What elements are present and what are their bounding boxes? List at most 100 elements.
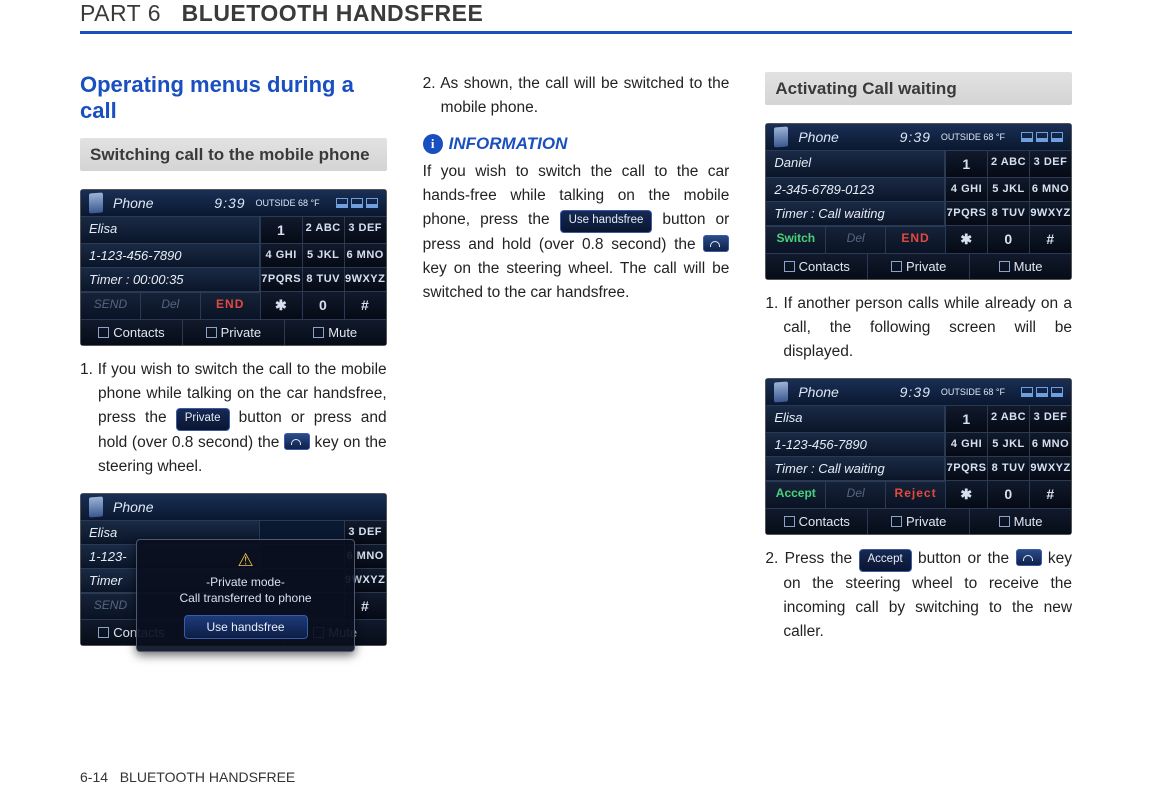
mute-button[interactable]: Mute: [969, 254, 1071, 279]
key-star[interactable]: ✱: [945, 481, 987, 508]
clock: 9:39: [900, 384, 931, 400]
key-2[interactable]: 2 ABC: [302, 217, 344, 243]
status-bar: Phone: [81, 494, 386, 520]
signal-icons: [1021, 387, 1063, 397]
key-7[interactable]: 7PQRS: [945, 202, 987, 225]
phone-icon: [774, 382, 788, 403]
key-0[interactable]: 0: [987, 226, 1029, 253]
switch-button[interactable]: Switch: [766, 227, 825, 253]
del-button[interactable]: Del: [825, 227, 885, 253]
signal-icons: [336, 198, 378, 208]
key-7[interactable]: 7PQRS: [260, 268, 302, 291]
key-1[interactable]: 1: [945, 406, 987, 432]
key-8[interactable]: 8 TUV: [987, 202, 1029, 225]
key-5[interactable]: 5 JKL: [987, 178, 1029, 201]
accept-button[interactable]: Accept: [766, 482, 825, 508]
key-5[interactable]: 5 JKL: [302, 244, 344, 267]
key-6[interactable]: 6 MNO: [1029, 178, 1071, 201]
phone-icon: [89, 193, 103, 214]
contacts-button[interactable]: Contacts: [766, 509, 867, 534]
columns: Operating menus during a call Switching …: [80, 72, 1072, 658]
caller-name: Daniel: [766, 151, 945, 177]
part-label: PART 6: [80, 0, 161, 26]
key-hash[interactable]: #: [1029, 481, 1071, 508]
send-button[interactable]: SEND: [81, 594, 140, 619]
key-3[interactable]: 3 DEF: [344, 217, 386, 243]
clock: 9:39: [214, 195, 245, 211]
key-4[interactable]: 4 GHI: [260, 244, 302, 267]
page-header: PART 6 BLUETOOTH HANDSFREE: [80, 0, 1072, 34]
footer-label: BLUETOOTH HANDSFREE: [120, 769, 296, 785]
mute-button[interactable]: Mute: [284, 320, 386, 345]
key-hash[interactable]: #: [344, 292, 386, 319]
column-1: Operating menus during a call Switching …: [80, 72, 387, 658]
information-text: If you wish to switch the call to the ca…: [423, 160, 730, 305]
section-title: Operating menus during a call: [80, 72, 387, 124]
end-button[interactable]: END: [885, 227, 945, 253]
page-footer: 6-14 BLUETOOTH HANDSFREE: [80, 769, 295, 785]
key-8[interactable]: 8 TUV: [302, 268, 344, 291]
private-button[interactable]: Private: [182, 320, 284, 345]
key-2[interactable]: 2 ABC: [987, 151, 1029, 177]
mute-icon: [999, 516, 1010, 527]
del-button[interactable]: Del: [825, 482, 885, 508]
del-button[interactable]: Del: [140, 293, 200, 319]
key-0[interactable]: 0: [987, 481, 1029, 508]
key-1[interactable]: 1: [945, 151, 987, 177]
use-handsfree-inline-button: Use handsfree: [560, 210, 653, 233]
contacts-icon: [784, 261, 795, 272]
key-5[interactable]: 5 JKL: [987, 433, 1029, 456]
key-8[interactable]: 8 TUV: [987, 457, 1029, 480]
use-handsfree-button[interactable]: Use handsfree: [184, 615, 308, 639]
column-3: Activating Call waiting Phone9:39OUTSIDE…: [765, 72, 1072, 658]
private-button[interactable]: Private: [867, 509, 969, 534]
call-key-icon: [1016, 549, 1042, 566]
mute-button[interactable]: Mute: [969, 509, 1071, 534]
phone-screenshot-2: Phone Elisa3 DEF 1-123-6 MNO Timer9WXYZ …: [80, 493, 387, 646]
clock: 9:39: [900, 129, 931, 145]
sub-heading: Activating Call waiting: [765, 72, 1072, 105]
key-4[interactable]: 4 GHI: [945, 178, 987, 201]
app-title: Phone: [798, 384, 838, 400]
key-star[interactable]: ✱: [260, 292, 302, 319]
status-bar: Phone 9:39 OUTSIDE 68 °F: [81, 190, 386, 216]
caller-name: Elisa: [766, 406, 945, 432]
phone-icon: [89, 497, 103, 518]
key-9[interactable]: 9WXYZ: [344, 268, 386, 291]
key-1[interactable]: 1: [260, 217, 302, 243]
step-2-text: 2. Press the Accept button or the key on…: [765, 547, 1072, 644]
key-6[interactable]: 6 MNO: [1029, 433, 1071, 456]
info-icon: i: [423, 134, 443, 154]
mute-icon: [313, 327, 324, 338]
call-timer: Timer : Call waiting: [766, 457, 945, 480]
key-4[interactable]: 4 GHI: [945, 433, 987, 456]
key-star[interactable]: ✱: [945, 226, 987, 253]
key-3[interactable]: 3 DEF: [1029, 151, 1071, 177]
send-button[interactable]: SEND: [81, 293, 140, 319]
header-rule: [80, 31, 1072, 34]
key-7[interactable]: 7PQRS: [945, 457, 987, 480]
private-button[interactable]: Private: [867, 254, 969, 279]
phone-screenshot-4: Phone9:39OUTSIDE 68 °F Elisa12 ABC3 DEF …: [765, 378, 1072, 535]
overlay-text: -Private mode-Call transferred to phone: [149, 575, 342, 606]
end-button[interactable]: END: [200, 293, 260, 319]
private-inline-button: Private: [176, 408, 230, 431]
key-hash[interactable]: #: [1029, 226, 1071, 253]
key-9[interactable]: 9WXYZ: [1029, 457, 1071, 480]
accept-inline-button: Accept: [859, 549, 912, 572]
key-6[interactable]: 6 MNO: [344, 244, 386, 267]
reject-button[interactable]: Reject: [885, 482, 945, 508]
phone-screenshot-1: Phone 9:39 OUTSIDE 68 °F Elisa12 ABC3 DE…: [80, 189, 387, 346]
contacts-button[interactable]: Contacts: [766, 254, 867, 279]
app-title: Phone: [113, 195, 153, 211]
page-number: 6-14: [80, 769, 108, 785]
mute-icon: [999, 261, 1010, 272]
private-icon: [206, 327, 217, 338]
contacts-button[interactable]: Contacts: [81, 320, 182, 345]
key-9[interactable]: 9WXYZ: [1029, 202, 1071, 225]
caller-number: 1-123-456-7890: [766, 433, 945, 456]
key-0[interactable]: 0: [302, 292, 344, 319]
key-3[interactable]: 3 DEF: [1029, 406, 1071, 432]
key-2[interactable]: 2 ABC: [987, 406, 1029, 432]
caller-name: Elisa: [81, 217, 260, 243]
